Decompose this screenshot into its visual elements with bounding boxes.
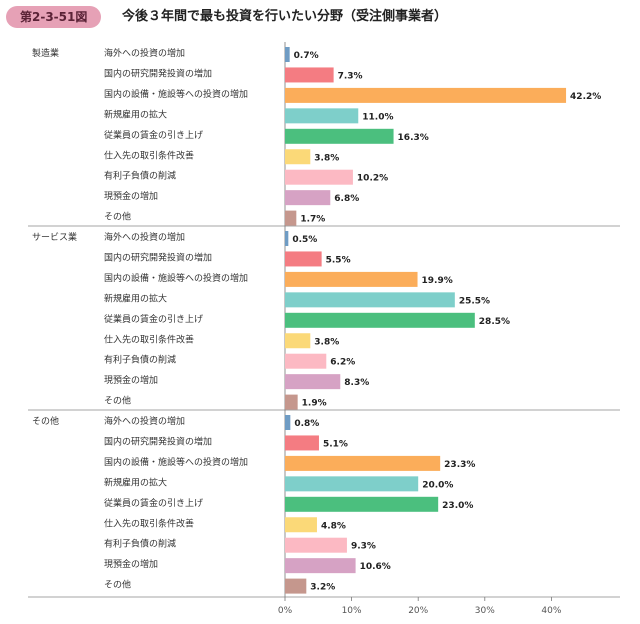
- bar: [285, 415, 291, 430]
- category-label: 従業員の賃金の引き上げ: [104, 313, 203, 325]
- segment-label: その他: [32, 415, 59, 427]
- x-tick-label: 40%: [541, 606, 561, 616]
- bar: [285, 190, 331, 206]
- data-label: 11.0%: [362, 112, 393, 122]
- bar: [285, 149, 311, 165]
- category-label: その他: [104, 579, 131, 591]
- category-label: 現預金の増加: [104, 190, 158, 202]
- category-label: 新規雇用の拡大: [104, 292, 167, 304]
- category-label: 仕入先の取引条件改善: [104, 149, 194, 161]
- bar: [285, 292, 455, 308]
- x-tick-label: 20%: [408, 606, 428, 616]
- data-label: 28.5%: [479, 317, 510, 327]
- bar: [285, 537, 347, 553]
- data-label: 10.2%: [357, 174, 388, 184]
- category-label: 現預金の増加: [104, 374, 158, 386]
- bar: [285, 476, 419, 492]
- data-label: 0.7%: [294, 51, 319, 61]
- data-label: 23.3%: [444, 460, 475, 470]
- bar: [285, 271, 418, 287]
- category-label: 国内の設備・施設等への投資の増加: [104, 272, 248, 284]
- segment-label: 製造業: [32, 47, 59, 59]
- bar: [285, 210, 297, 226]
- category-label: 従業員の賃金の引き上げ: [104, 129, 203, 141]
- bar: [285, 333, 311, 349]
- category-label: 新規雇用の拡大: [104, 108, 167, 120]
- x-tick-label: 10%: [342, 606, 362, 616]
- bar: [285, 435, 319, 451]
- bar: [285, 394, 298, 410]
- data-label: 9.3%: [351, 542, 376, 552]
- category-label: 海外への投資の増加: [104, 47, 185, 59]
- category-label: 新規雇用の拡大: [104, 476, 167, 488]
- bar: [285, 231, 289, 246]
- category-label: 国内の研究開発投資の増加: [104, 251, 212, 263]
- category-label: 国内の設備・施設等への投資の増加: [104, 456, 248, 468]
- category-label: 有利子負債の削減: [104, 170, 176, 182]
- bar: [285, 128, 394, 144]
- data-label: 3.8%: [314, 337, 339, 347]
- category-label: 有利子負債の削減: [104, 538, 176, 550]
- category-label: 従業員の賃金の引き上げ: [104, 497, 203, 509]
- data-label: 1.9%: [302, 399, 327, 409]
- category-label: 国内の設備・施設等への投資の増加: [104, 88, 248, 100]
- category-label: 仕入先の取引条件改善: [104, 333, 194, 345]
- bar: [285, 496, 439, 512]
- bar: [285, 578, 307, 594]
- data-label: 3.8%: [314, 153, 339, 163]
- category-label: 現預金の増加: [104, 558, 158, 570]
- bar: [285, 455, 441, 471]
- data-label: 1.7%: [300, 215, 325, 225]
- figure-number-badge: 第2-3-51図: [6, 6, 102, 28]
- data-label: 6.2%: [330, 358, 355, 368]
- category-label: その他: [104, 211, 131, 223]
- bar: [285, 169, 353, 185]
- data-label: 7.3%: [338, 71, 363, 81]
- data-label: 4.8%: [321, 521, 346, 531]
- category-label: 海外への投資の増加: [104, 231, 185, 243]
- data-label: 23.0%: [442, 501, 473, 511]
- bar: [285, 312, 475, 328]
- bar: [285, 353, 327, 369]
- bar: [285, 67, 334, 83]
- bar: [285, 251, 322, 267]
- category-label: 有利子負債の削減: [104, 354, 176, 366]
- data-label: 25.5%: [459, 296, 490, 306]
- category-label: 海外への投資の増加: [104, 415, 185, 427]
- data-label: 19.9%: [422, 276, 453, 286]
- data-label: 6.8%: [334, 194, 359, 204]
- data-label: 3.2%: [310, 583, 335, 593]
- data-label: 5.5%: [326, 255, 351, 265]
- figure-title: 今後３年間で最も投資を行いたい分野（受注側事業者）: [122, 9, 448, 24]
- category-label: 仕入先の取引条件改善: [104, 517, 194, 529]
- segment-label: サービス業: [32, 231, 77, 243]
- data-label: 8.3%: [344, 378, 369, 388]
- x-tick-label: 30%: [475, 606, 495, 616]
- data-label: 10.6%: [360, 562, 391, 572]
- bar: [285, 87, 567, 103]
- category-label: 国内の研究開発投資の増加: [104, 67, 212, 79]
- bar: [285, 558, 356, 574]
- bar: [285, 47, 290, 62]
- figure-header: 第2-3-51図 今後３年間で最も投資を行いたい分野（受注側事業者）: [0, 0, 640, 34]
- data-label: 0.8%: [294, 419, 319, 429]
- category-label: その他: [104, 395, 131, 407]
- bar: [285, 517, 317, 533]
- data-label: 0.5%: [292, 235, 317, 245]
- bar: [285, 374, 341, 390]
- bar: [285, 108, 359, 124]
- category-label: 国内の研究開発投資の増加: [104, 435, 212, 447]
- data-label: 42.2%: [570, 92, 601, 102]
- data-label: 5.1%: [323, 439, 348, 449]
- data-label: 20.0%: [422, 480, 453, 490]
- x-tick-label: 0%: [278, 606, 293, 616]
- data-label: 16.3%: [398, 133, 429, 143]
